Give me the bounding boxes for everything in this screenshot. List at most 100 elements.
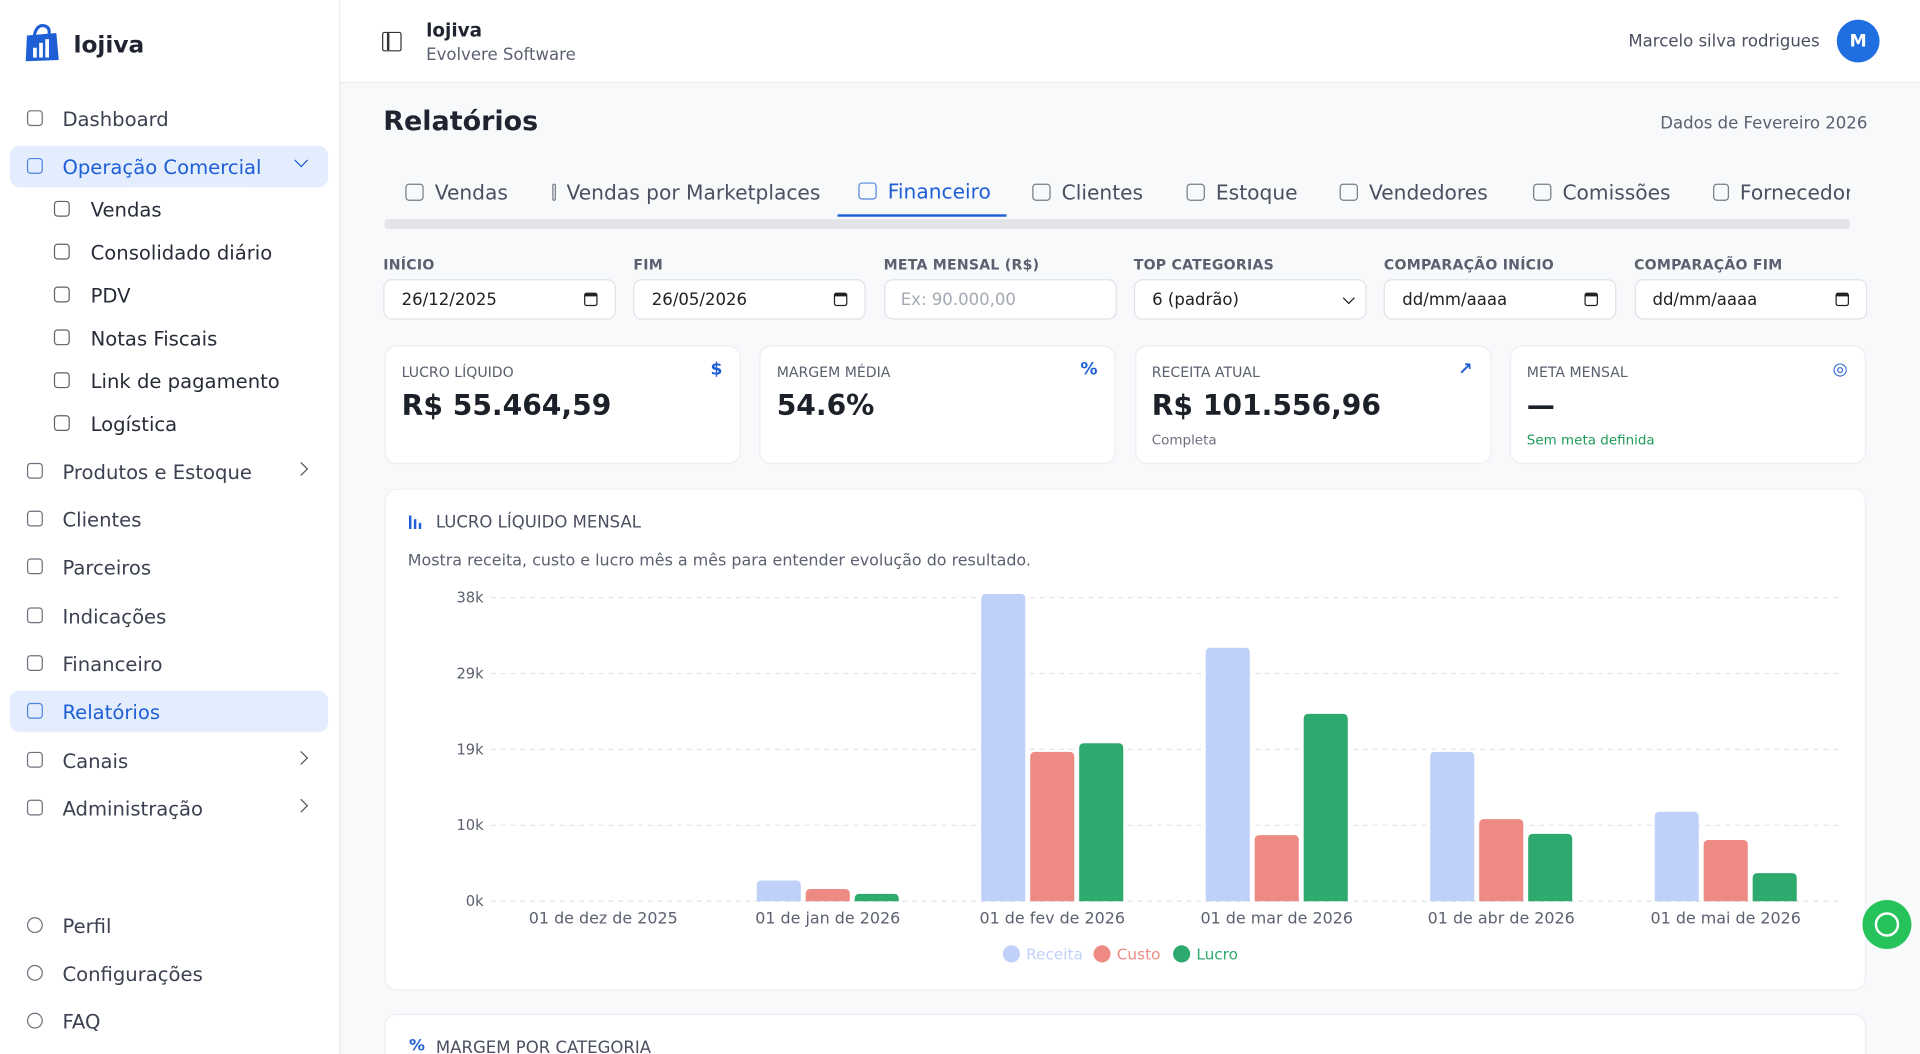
nav-icon [53,286,70,303]
nav-icon [53,372,70,389]
nav-label: Relatórios [62,699,161,724]
filter-label: COMPARAÇÃO FIM [1634,255,1783,274]
tab[interactable]: Estoque [1166,168,1312,217]
tab-label: Vendedores [1368,180,1488,204]
nav-item[interactable]: PDV [37,274,328,316]
nav-item[interactable]: Indicações [10,595,328,637]
tab[interactable]: Comissões [1512,168,1685,217]
kpi-icon: ◎ [1832,360,1848,380]
nav-item[interactable]: Relatórios [9,690,329,733]
nav-item[interactable]: FAQ [10,1000,328,1042]
page-title: Relatórios [383,106,539,138]
header: lojiva Evolvere Software Marcelo silva r… [340,0,1920,84]
tab[interactable]: Vendas por Marketplaces [531,168,820,217]
filter-value: Ex: 90.000,00 [900,289,1016,310]
chevron [294,153,309,168]
filter-input[interactable]: dd/mm/aaaa [1383,279,1617,320]
bar [1528,833,1573,902]
nav-item[interactable]: Configurações [10,953,328,995]
filter-label: FIM [633,255,664,274]
filter-input[interactable]: Ex: 90.000,00 [883,279,1117,320]
nav-item[interactable]: Link de pagamento [37,360,328,402]
margin-card: % MARGEM POR CATEGORIA [384,1013,1867,1054]
nav-item[interactable]: Vendas [37,189,328,231]
x-tick-label: 01 de fev de 2026 [979,908,1125,927]
tab[interactable]: Vendas [384,168,524,217]
nav-item[interactable]: Perfil [10,905,328,947]
filter-value: 26/05/2026 [651,289,748,310]
filter-input[interactable]: 26/05/2026 [633,279,867,320]
legend-label: Lucro [1196,945,1238,963]
nav-label: Logística [90,412,178,436]
y-tick-label: 10k [456,817,484,834]
kpi-card: MARGEM MÉDIA% 54.6% [759,345,1116,465]
nav-icon [26,510,43,527]
nav-label: Administração [62,796,204,820]
nav-label: Financeiro [62,652,163,676]
tab[interactable]: Financeiro [837,168,1007,217]
bar [756,880,801,902]
x-tick-label: 01 de jan de 2026 [755,908,900,927]
calendar-icon [1834,292,1849,307]
y-tick-label: 29k [456,665,484,682]
filter-label: INÍCIO [383,255,435,274]
filter-input[interactable]: dd/mm/aaaa [1634,279,1867,320]
nav-item[interactable]: Operação Comercial [9,145,329,188]
x-tick-label: 01 de mar de 2026 [1200,908,1353,927]
tab[interactable]: Vendedores [1319,168,1505,217]
header-title: lojiva [426,19,483,42]
nav-item[interactable]: Notas Fiscais [37,317,328,359]
x-tick-label: 01 de dez de 2025 [529,908,678,927]
nav-label: Dashboard [62,107,169,131]
tab[interactable]: Fornecedores [1692,168,1850,217]
kpi-icon: % [1080,360,1098,380]
period: Dados de Fevereiro 2026 [1660,113,1868,134]
sidebar: lojiva Dashboard Operação Comercial Vendas… [0,0,341,1054]
nav-item[interactable]: Produtos e Estoque [10,451,328,493]
nav-label: Indicações [62,604,167,628]
tab-label: Vendas por Marketplaces [566,180,821,204]
kpi-card: RECEITA ATUAL ↗ R$ 101.556,96 Completa [1134,345,1491,465]
nav-item[interactable]: Canais [10,740,328,782]
nav-item[interactable]: Parceiros [10,546,328,588]
tab[interactable]: Clientes [1011,168,1158,217]
tabs-scrollbar [384,219,1851,229]
chart-card: LUCRO LÍQUIDO MENSAL Mostra receita, cust… [384,488,1867,991]
kpi-label: LUCRO LÍQUIDO [401,363,514,381]
chevron [294,751,309,765]
nav-icon [53,200,70,217]
header-subtitle: Evolvere Software [426,45,576,65]
nav-item[interactable]: Logística [37,403,328,445]
bar [981,593,1026,902]
nav-item[interactable]: Financeiro [10,643,328,685]
nav-item[interactable]: Consolidado diário [37,231,328,273]
bar [1430,751,1475,902]
bar [1254,835,1299,902]
chart-subtitle: Mostra receita, custo e lucro mês a mês … [408,551,1031,570]
nav-item[interactable]: Administração [10,787,328,829]
whatsapp-button[interactable] [1862,900,1912,949]
filter-input[interactable]: 26/12/2025 [383,279,616,320]
y-tick-label: 0k [466,893,484,910]
nav-label: Clientes [62,507,142,531]
tab-icon [1713,183,1729,201]
nav-label: Notas Fiscais [90,326,218,350]
kpi-value: 54.6% [776,390,875,423]
kpi-card: LUCRO LÍQUIDO $ R$ 55.464,59 [384,345,741,465]
select-arrow [1342,292,1355,305]
nav-item[interactable]: Dashboard [10,98,328,140]
kpi-value: R$ 101.556,96 [1151,390,1382,423]
sidebar-toggle[interactable] [382,31,402,52]
legend-label: Receita [1026,945,1083,963]
nav-icon [26,702,43,719]
nav-item[interactable]: Clientes [10,498,328,540]
filter-input[interactable]: 6 (padrão) [1133,279,1367,320]
tab-label: Financeiro [887,179,991,203]
nav-icon [26,558,43,575]
nav-label: Vendas [90,197,162,222]
nav-icon [26,1012,43,1029]
avatar[interactable]: M [1836,19,1880,63]
x-tick-label: 01 de mai de 2026 [1651,908,1801,927]
